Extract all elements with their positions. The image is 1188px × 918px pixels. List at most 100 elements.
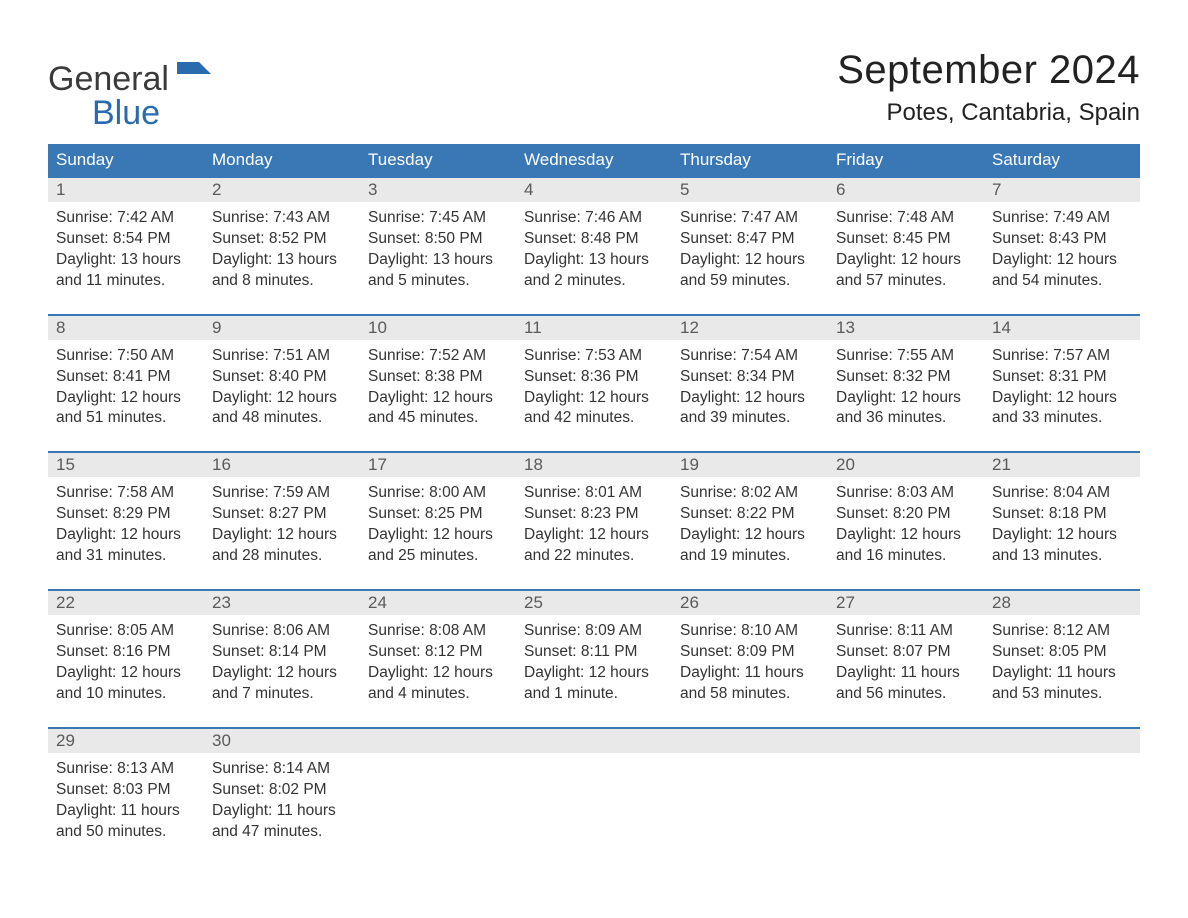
sunrise-text: Sunrise: 7:48 AM [836,208,976,229]
day-cell [516,753,672,843]
daylight-line1: Daylight: 12 hours [56,663,196,684]
daylight-line2: and 22 minutes. [524,546,664,567]
day-number: 11 [516,316,672,340]
daylight-line2: and 28 minutes. [212,546,352,567]
sunset-text: Sunset: 8:27 PM [212,504,352,525]
daylight-line1: Daylight: 12 hours [212,388,352,409]
day-cell: Sunrise: 8:03 AMSunset: 8:20 PMDaylight:… [828,477,984,567]
daylight-line2: and 4 minutes. [368,684,508,705]
daynum-row: 1234567 [48,178,1140,202]
day-cell: Sunrise: 7:45 AMSunset: 8:50 PMDaylight:… [360,202,516,292]
daylight-line1: Daylight: 13 hours [368,250,508,271]
header: General Blue September 2024 Potes, Canta… [48,48,1140,130]
day-cell: Sunrise: 8:11 AMSunset: 8:07 PMDaylight:… [828,615,984,705]
daylight-line2: and 8 minutes. [212,271,352,292]
day-number: 3 [360,178,516,202]
title-block: September 2024 Potes, Cantabria, Spain [837,48,1140,127]
sunrise-text: Sunrise: 8:09 AM [524,621,664,642]
sunrise-text: Sunrise: 8:10 AM [680,621,820,642]
sunset-text: Sunset: 8:40 PM [212,367,352,388]
day-cell [672,753,828,843]
week-row: 1234567Sunrise: 7:42 AMSunset: 8:54 PMDa… [48,176,1140,292]
weekday-tue: Tuesday [360,144,516,176]
sunrise-text: Sunrise: 8:03 AM [836,483,976,504]
sunset-text: Sunset: 8:12 PM [368,642,508,663]
day-number: 25 [516,591,672,615]
week-row: 15161718192021Sunrise: 7:58 AMSunset: 8:… [48,451,1140,567]
sunset-text: Sunset: 8:36 PM [524,367,664,388]
daylight-line2: and 58 minutes. [680,684,820,705]
day-number: 1 [48,178,204,202]
day-number: 20 [828,453,984,477]
day-number: 13 [828,316,984,340]
sunset-text: Sunset: 8:32 PM [836,367,976,388]
day-number: 26 [672,591,828,615]
day-number: 21 [984,453,1140,477]
sunset-text: Sunset: 8:41 PM [56,367,196,388]
day-cell: Sunrise: 7:55 AMSunset: 8:32 PMDaylight:… [828,340,984,430]
day-cell: Sunrise: 8:04 AMSunset: 8:18 PMDaylight:… [984,477,1140,567]
sunset-text: Sunset: 8:18 PM [992,504,1132,525]
sunrise-text: Sunrise: 8:13 AM [56,759,196,780]
daylight-line2: and 13 minutes. [992,546,1132,567]
sunset-text: Sunset: 8:11 PM [524,642,664,663]
sunset-text: Sunset: 8:20 PM [836,504,976,525]
daylight-line2: and 31 minutes. [56,546,196,567]
weekday-header: Sunday Monday Tuesday Wednesday Thursday… [48,144,1140,176]
day-cell: Sunrise: 7:49 AMSunset: 8:43 PMDaylight:… [984,202,1140,292]
day-cell: Sunrise: 7:42 AMSunset: 8:54 PMDaylight:… [48,202,204,292]
daylight-line2: and 47 minutes. [212,822,352,843]
sunrise-text: Sunrise: 7:55 AM [836,346,976,367]
sunrise-text: Sunrise: 7:45 AM [368,208,508,229]
sunrise-text: Sunrise: 7:50 AM [56,346,196,367]
sunrise-text: Sunrise: 8:00 AM [368,483,508,504]
sunrise-text: Sunrise: 8:01 AM [524,483,664,504]
daylight-line2: and 19 minutes. [680,546,820,567]
daylight-line2: and 7 minutes. [212,684,352,705]
day-cell: Sunrise: 8:09 AMSunset: 8:11 PMDaylight:… [516,615,672,705]
daylight-line1: Daylight: 12 hours [524,525,664,546]
week-row: 22232425262728Sunrise: 8:05 AMSunset: 8:… [48,589,1140,705]
week-row: 891011121314Sunrise: 7:50 AMSunset: 8:41… [48,314,1140,430]
day-number: 29 [48,729,204,753]
sunrise-text: Sunrise: 7:57 AM [992,346,1132,367]
day-cell: Sunrise: 7:51 AMSunset: 8:40 PMDaylight:… [204,340,360,430]
day-number: 24 [360,591,516,615]
daylight-line2: and 1 minute. [524,684,664,705]
sunrise-text: Sunrise: 8:08 AM [368,621,508,642]
sunset-text: Sunset: 8:31 PM [992,367,1132,388]
day-cell [828,753,984,843]
daylight-line2: and 42 minutes. [524,408,664,429]
daylight-line1: Daylight: 13 hours [56,250,196,271]
day-cell [984,753,1140,843]
sunrise-text: Sunrise: 7:54 AM [680,346,820,367]
sunset-text: Sunset: 8:03 PM [56,780,196,801]
day-cell: Sunrise: 7:57 AMSunset: 8:31 PMDaylight:… [984,340,1140,430]
daylight-line2: and 53 minutes. [992,684,1132,705]
sunrise-text: Sunrise: 7:49 AM [992,208,1132,229]
daylight-line1: Daylight: 12 hours [524,388,664,409]
logo-flag-icon [177,62,211,91]
daylight-line1: Daylight: 12 hours [992,525,1132,546]
daylight-line1: Daylight: 11 hours [212,801,352,822]
sunrise-text: Sunrise: 7:53 AM [524,346,664,367]
sunset-text: Sunset: 8:09 PM [680,642,820,663]
sunrise-text: Sunrise: 7:42 AM [56,208,196,229]
day-number: 12 [672,316,828,340]
day-number: 27 [828,591,984,615]
day-number [516,729,672,753]
daylight-line1: Daylight: 11 hours [680,663,820,684]
sunset-text: Sunset: 8:34 PM [680,367,820,388]
weeks-container: 1234567Sunrise: 7:42 AMSunset: 8:54 PMDa… [48,176,1140,842]
daynum-row: 22232425262728 [48,591,1140,615]
weekday-thu: Thursday [672,144,828,176]
sunset-text: Sunset: 8:25 PM [368,504,508,525]
day-number: 17 [360,453,516,477]
day-cell: Sunrise: 8:02 AMSunset: 8:22 PMDaylight:… [672,477,828,567]
daylight-line2: and 50 minutes. [56,822,196,843]
daylight-line1: Daylight: 12 hours [992,250,1132,271]
daylight-line2: and 48 minutes. [212,408,352,429]
sunset-text: Sunset: 8:16 PM [56,642,196,663]
day-cell: Sunrise: 8:00 AMSunset: 8:25 PMDaylight:… [360,477,516,567]
sunset-text: Sunset: 8:54 PM [56,229,196,250]
